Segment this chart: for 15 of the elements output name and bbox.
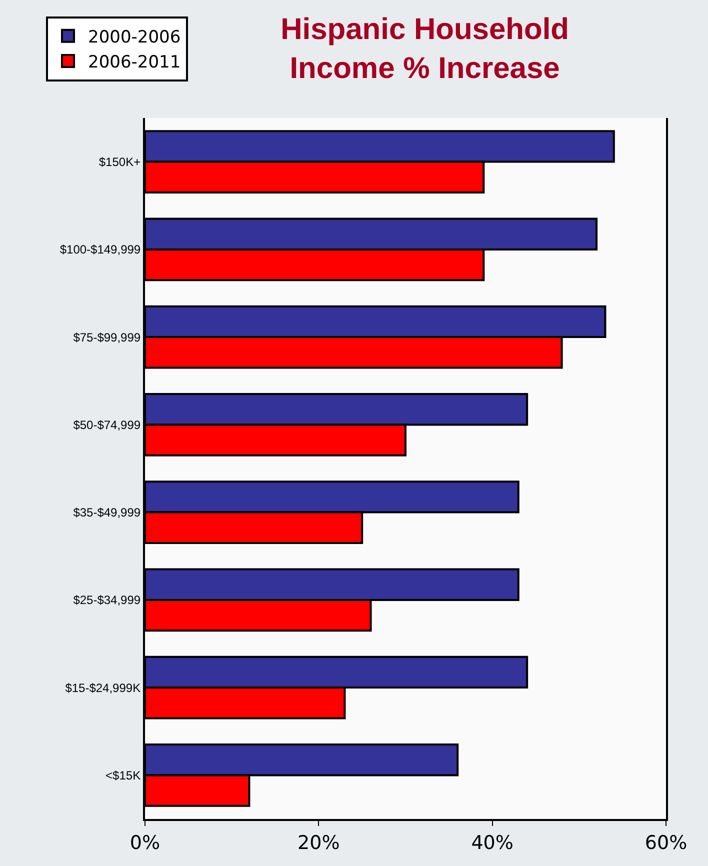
y-tick-label: $15-$24,999K bbox=[65, 680, 141, 695]
x-tick-label: 0% bbox=[130, 832, 160, 854]
x-tick-label: 20% bbox=[298, 832, 340, 854]
y-tick-label: <$15K bbox=[106, 768, 141, 782]
y-tick-label: $150K+ bbox=[98, 155, 141, 170]
x-tick-label: 40% bbox=[471, 832, 514, 854]
y-tick-label: $25-$34,999 bbox=[73, 593, 141, 608]
y-tick-label: $75-$99,999 bbox=[73, 330, 141, 344]
y-tick-label: $50-$74,999 bbox=[73, 418, 141, 432]
legend-label: 2006-2011 bbox=[88, 52, 181, 73]
y-tick-label: $100-$149,999 bbox=[60, 242, 141, 257]
y-tick-label: $35-$49,999 bbox=[73, 506, 141, 520]
legend-label: 2000-2006 bbox=[88, 28, 181, 48]
chart-title: Hispanic Household Income % Increase bbox=[280, 12, 569, 85]
x-tick-label: 60% bbox=[644, 832, 688, 854]
